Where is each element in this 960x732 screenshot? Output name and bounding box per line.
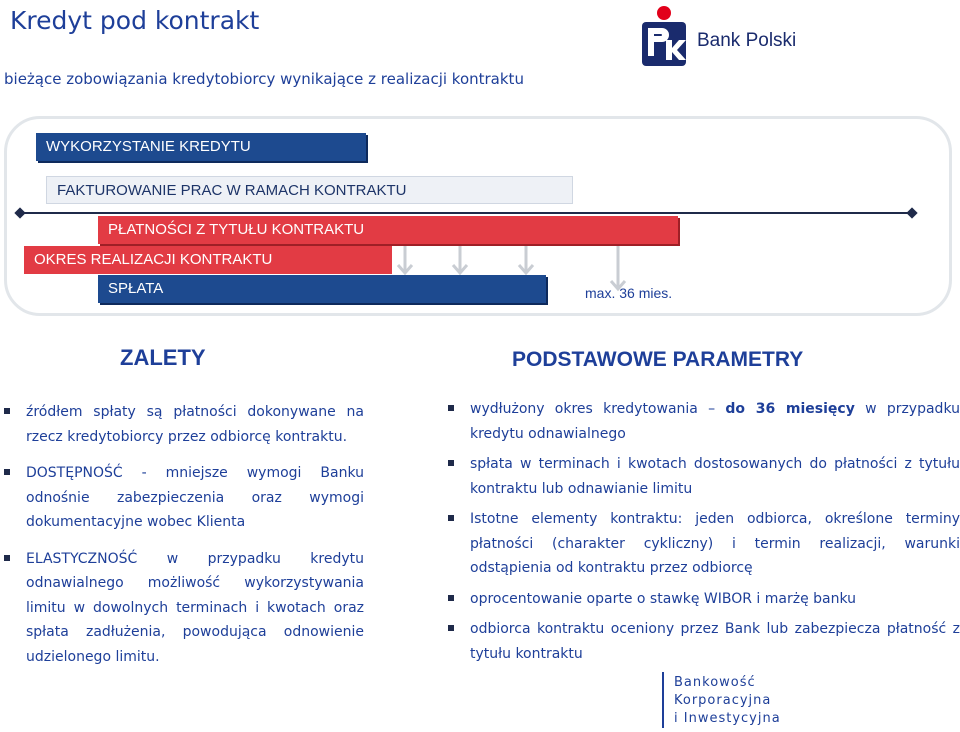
bullet-icon bbox=[448, 460, 454, 466]
list-item: ELASTYCZNOŚĆ w przypadku kredytu odnawia… bbox=[4, 547, 364, 670]
footer-divider bbox=[662, 672, 664, 728]
bar-okres-realizacji: OKRES REALIZACJI KONTRAKTU bbox=[24, 246, 392, 274]
timeline-axis bbox=[18, 212, 914, 214]
timeline-diagram: WYKORZYSTANIE KREDYTU FAKTUROWANIE PRAC … bbox=[0, 112, 960, 322]
list-item: wydłużony okres kredytowania – do 36 mie… bbox=[448, 397, 960, 446]
list-item: odbiorca kontraktu oceniony przez Bank l… bbox=[448, 617, 960, 666]
pko-logo: Bank Polski bbox=[640, 4, 800, 68]
footer-line-2: Korporacyjna bbox=[674, 693, 772, 708]
list-item: źródłem spłaty są płatności dokonywane n… bbox=[4, 400, 364, 449]
pko-emblem-icon bbox=[642, 6, 686, 66]
bullet-icon bbox=[448, 405, 454, 411]
advantages-list: źródłem spłaty są płatności dokonywane n… bbox=[4, 400, 364, 681]
advantages-heading: ZALETY bbox=[120, 345, 206, 370]
bullet-icon bbox=[4, 554, 10, 561]
bullet-icon bbox=[4, 408, 10, 414]
bullet-icon bbox=[4, 469, 10, 475]
max-duration-label: max. 36 mies. bbox=[585, 285, 673, 301]
footer-line-3: i Inwestycyjna bbox=[674, 711, 781, 726]
arrows-layer bbox=[396, 246, 627, 292]
list-item: Istotne elementy kontraktu: jeden odbior… bbox=[448, 507, 960, 581]
bar-wykorzystanie: WYKORZYSTANIE KREDYTU bbox=[36, 133, 366, 161]
footer-brand: Bankowość Korporacyjna i Inwestycyjna bbox=[674, 674, 781, 728]
bullet-icon bbox=[448, 594, 454, 601]
list-item: DOSTĘPNOŚĆ - mniejsze wymogi Banku odnoś… bbox=[4, 461, 364, 535]
page-title: Kredyt pod kontrakt bbox=[10, 6, 260, 35]
list-item: oprocentowanie oparte o stawkę WIBOR i m… bbox=[448, 587, 960, 612]
logo-wordmark: Bank Polski bbox=[697, 30, 797, 51]
bar-fakturowanie: FAKTUROWANIE PRAC W RAMACH KONTRAKTU bbox=[46, 176, 573, 204]
bullet-icon bbox=[448, 515, 454, 521]
timeline-panel bbox=[4, 116, 952, 316]
bullet-icon bbox=[448, 625, 454, 631]
bar-platnosci: PŁATNOŚCI Z TYTUŁU KONTRAKTU bbox=[98, 216, 678, 244]
parameters-list: wydłużony okres kredytowania – do 36 mie… bbox=[448, 397, 960, 672]
bar-splata: SPŁATA bbox=[98, 275, 546, 303]
list-item: spłata w terminach i kwotach dostosowany… bbox=[448, 452, 960, 501]
parameters-heading: PODSTAWOWE PARAMETRY bbox=[512, 348, 804, 371]
footer-line-1: Bankowość bbox=[674, 675, 756, 690]
page-subtitle: bieżące zobowiązania kredytobiorcy wynik… bbox=[4, 70, 524, 88]
